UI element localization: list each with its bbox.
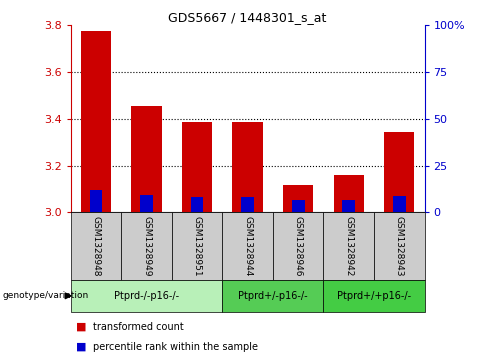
Bar bbox=[334, 175, 364, 212]
Text: ■: ■ bbox=[76, 342, 86, 352]
Bar bbox=[273, 212, 324, 280]
Bar bbox=[90, 190, 102, 212]
Text: GSM1328943: GSM1328943 bbox=[395, 216, 404, 276]
Text: GSM1328942: GSM1328942 bbox=[344, 216, 353, 276]
Text: GSM1328944: GSM1328944 bbox=[243, 216, 252, 276]
Bar bbox=[374, 212, 425, 280]
Bar bbox=[122, 212, 172, 280]
Text: Ptprd+/-p16-/-: Ptprd+/-p16-/- bbox=[238, 291, 308, 301]
Bar bbox=[71, 280, 223, 312]
Text: GSM1328946: GSM1328946 bbox=[294, 216, 303, 276]
Text: Ptprd-/-p16-/-: Ptprd-/-p16-/- bbox=[114, 291, 179, 301]
Bar bbox=[242, 197, 254, 212]
Text: genotype/variation: genotype/variation bbox=[2, 291, 89, 300]
Title: GDS5667 / 1448301_s_at: GDS5667 / 1448301_s_at bbox=[168, 11, 327, 24]
Bar bbox=[131, 106, 162, 212]
Bar bbox=[81, 31, 111, 212]
Bar bbox=[283, 185, 313, 212]
Bar bbox=[191, 197, 203, 212]
Bar bbox=[324, 280, 425, 312]
Text: ■: ■ bbox=[76, 322, 86, 332]
Bar bbox=[343, 200, 355, 212]
Bar bbox=[71, 212, 122, 280]
Bar bbox=[223, 212, 273, 280]
Text: transformed count: transformed count bbox=[93, 322, 183, 332]
Bar bbox=[384, 132, 414, 212]
Text: GSM1328948: GSM1328948 bbox=[92, 216, 101, 276]
Text: Ptprd+/+p16-/-: Ptprd+/+p16-/- bbox=[337, 291, 411, 301]
Bar bbox=[223, 280, 324, 312]
Text: GSM1328949: GSM1328949 bbox=[142, 216, 151, 276]
Text: GSM1328951: GSM1328951 bbox=[193, 216, 202, 276]
Bar bbox=[182, 122, 212, 212]
Bar bbox=[140, 195, 153, 212]
Bar bbox=[393, 196, 406, 212]
Bar bbox=[172, 212, 223, 280]
Text: percentile rank within the sample: percentile rank within the sample bbox=[93, 342, 258, 352]
Bar bbox=[232, 122, 263, 212]
Bar bbox=[292, 200, 305, 212]
Bar bbox=[324, 212, 374, 280]
